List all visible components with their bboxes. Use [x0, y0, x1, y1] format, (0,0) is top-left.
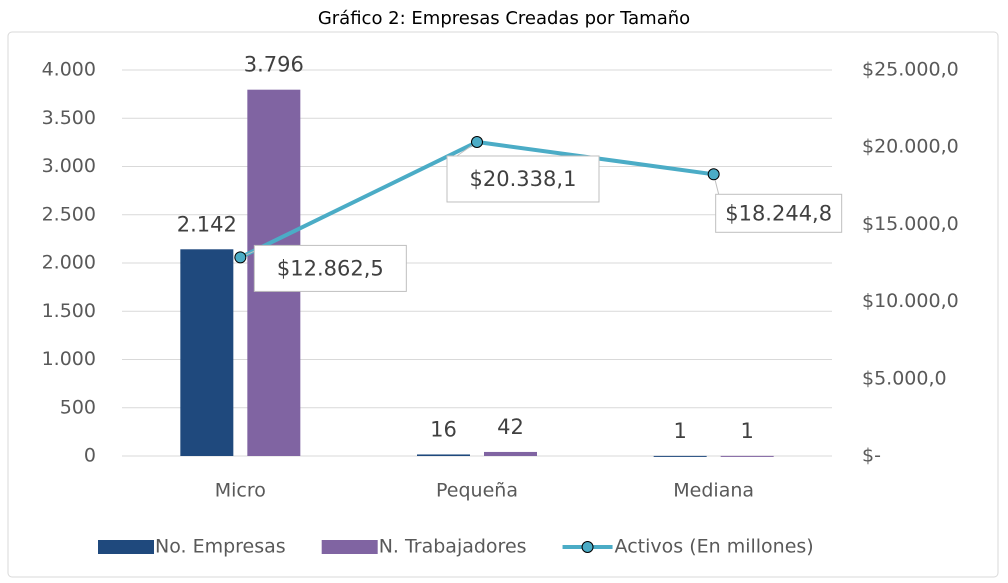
x-tick-label: Mediana — [673, 480, 754, 502]
legend-swatch — [321, 540, 378, 554]
y2-tick-label: $25.000,0 — [862, 59, 959, 81]
line-label: $18.244,8 — [725, 201, 832, 225]
legend-swatch — [98, 540, 154, 554]
bar-label: 2.142 — [177, 212, 237, 236]
marker — [234, 251, 247, 264]
line-label: $20.338,1 — [470, 167, 577, 191]
bar-label: 1 — [740, 419, 753, 443]
y-tick-label: 1.000 — [42, 348, 96, 370]
y2-tick-label: $20.000,0 — [862, 136, 959, 158]
y-tick-label: 1.500 — [42, 300, 96, 322]
y2-tick-label: $5.000,0 — [862, 367, 947, 389]
bar-label: 3.796 — [244, 53, 304, 77]
label-box — [715, 193, 843, 233]
y-tick-label: 2.500 — [42, 203, 96, 225]
bar — [484, 451, 537, 456]
x-tick-label: Micro — [215, 480, 266, 502]
bar-label: 1 — [673, 419, 686, 443]
y-tick-label: 0 — [84, 445, 96, 467]
y-tick-label: 3.500 — [42, 107, 96, 129]
legend-label: No. Empresas — [155, 536, 286, 558]
marker — [471, 135, 483, 148]
line-label: $12.862,5 — [277, 256, 384, 280]
y2-tick-label: $- — [862, 445, 881, 467]
bar — [720, 455, 774, 457]
y-tick-label: 4.000 — [42, 59, 96, 81]
label-box — [446, 155, 600, 203]
legend-label: N. Trabajadores — [379, 536, 527, 558]
label-box — [253, 244, 407, 292]
marker — [707, 168, 720, 181]
legend-marker — [581, 541, 594, 553]
y-tick-label: 500 — [60, 396, 96, 418]
bar — [180, 249, 234, 456]
bar-label: 16 — [430, 417, 457, 441]
x-tick-label: Pequeña — [436, 480, 518, 502]
bar — [417, 454, 470, 456]
y2-tick-label: $15.000,0 — [862, 213, 959, 235]
bar-label: 42 — [497, 415, 524, 439]
bar — [653, 455, 707, 457]
y2-tick-label: $10.000,0 — [862, 290, 959, 312]
y-tick-label: 2.000 — [42, 252, 96, 274]
chart-title: Gráfico 2: Empresas Creadas por Tamaño — [318, 8, 690, 29]
legend-label: Activos (En millones) — [615, 536, 814, 558]
y-tick-label: 3.000 — [42, 155, 96, 177]
